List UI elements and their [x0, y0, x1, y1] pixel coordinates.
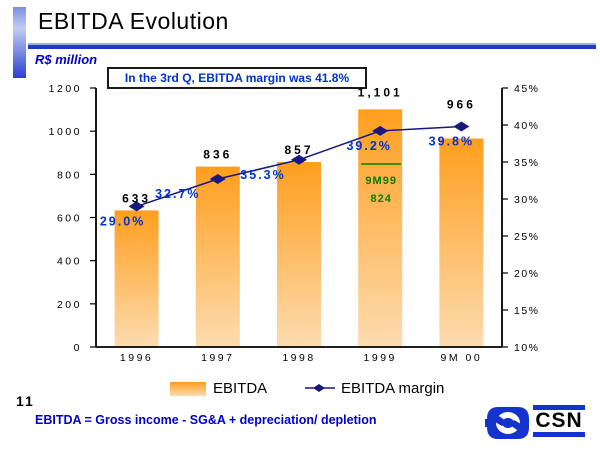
- left-tick-label: 0: [74, 342, 82, 354]
- category-label-1996: 1996: [120, 352, 153, 364]
- csn-bottom-bar: [533, 432, 585, 437]
- csn-top-bar: [533, 405, 585, 410]
- margin-point-1999: [372, 125, 389, 136]
- margin-point-1997: [209, 174, 226, 185]
- ebitda-margin-legend-marker: [305, 381, 335, 399]
- csn-text: CSN: [535, 409, 583, 432]
- right-tick-label: 40%: [514, 120, 540, 132]
- bar-value-label: 966: [447, 98, 476, 112]
- annotation-value: 824: [371, 193, 392, 205]
- category-label-1997: 1997: [201, 352, 234, 364]
- footnote: EBITDA = Gross income - SG&A + depreciat…: [35, 413, 377, 427]
- annotation-label: 9M99: [365, 175, 397, 187]
- category-label-9M 00: 9M 00: [441, 352, 483, 364]
- left-tick-label: 200: [57, 299, 82, 311]
- bar-1998: [277, 162, 321, 347]
- bar-value-label: 836: [203, 148, 232, 162]
- right-tick-label: 15%: [514, 305, 540, 317]
- margin-value-label: 32.7%: [155, 187, 200, 201]
- page-title: EBITDA Evolution: [38, 8, 229, 34]
- left-tick-label: 1000: [49, 126, 82, 138]
- axis-unit-label: R$ million: [35, 52, 98, 67]
- left-tick-label: 800: [57, 169, 82, 181]
- csn-wordmark: CSN: [533, 405, 585, 437]
- callout-box: In the 3rd Q, EBITDA margin was 41.8%: [107, 67, 367, 89]
- title-rule: [28, 43, 596, 49]
- callout-text: In the 3rd Q, EBITDA margin was 41.8%: [124, 71, 350, 85]
- margin-value-label: 39.8%: [429, 134, 474, 148]
- right-tick-label: 20%: [514, 268, 540, 280]
- right-tick-label: 45%: [514, 83, 540, 95]
- category-label-1998: 1998: [282, 352, 315, 364]
- title-accent-bar: [13, 7, 26, 78]
- chart-legend: EBITDA EBITDA margin: [0, 378, 600, 400]
- bar-1997: [195, 166, 240, 347]
- ebitda-legend-label: EBITDA: [213, 380, 268, 397]
- margin-value-label: 39.2%: [346, 139, 391, 153]
- margin-value-label: 35.3%: [240, 168, 285, 182]
- right-tick-label: 30%: [514, 194, 540, 206]
- margin-point-9M 00: [453, 121, 470, 132]
- bar-1996: [114, 210, 159, 347]
- csn-logo: CSN: [485, 402, 587, 444]
- page-number: 11: [16, 393, 35, 409]
- right-tick-label: 25%: [514, 231, 540, 243]
- ebitda-legend-swatch: [170, 382, 206, 396]
- left-tick-label: 600: [57, 213, 82, 225]
- margin-point-1998: [291, 154, 307, 165]
- right-tick-label: 35%: [514, 157, 540, 169]
- ebitda-margin-line: [136, 125, 462, 208]
- bar-1999: [358, 109, 403, 348]
- bar-9M 00: [439, 138, 484, 347]
- left-tick-label: 1200: [49, 83, 82, 95]
- margin-value-label: 29.0%: [100, 214, 145, 228]
- margin-point-1996: [128, 201, 145, 212]
- csn-emblem-icon: [485, 404, 531, 447]
- category-label-1999: 1999: [364, 352, 397, 364]
- ebitda-margin-legend-label: EBITDA margin: [341, 380, 445, 397]
- bar-value-label: 633: [122, 191, 151, 205]
- left-tick-label: 400: [57, 256, 82, 268]
- bar-value-label: 857: [284, 143, 313, 157]
- right-tick-label: 10%: [514, 342, 540, 354]
